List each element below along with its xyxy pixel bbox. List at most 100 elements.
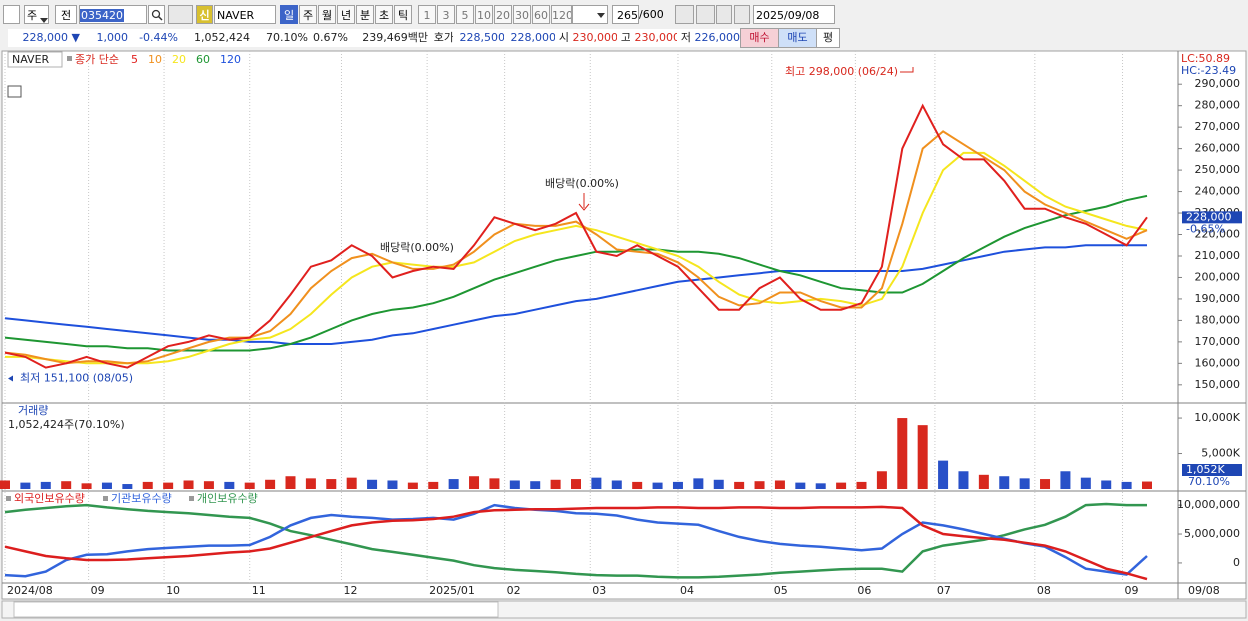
volume-bar [876,471,887,489]
legend-marker [6,496,11,501]
volume-bar [856,481,867,489]
volume-bar [285,476,296,489]
stock-name: NAVER [217,9,255,22]
dividend-arrow [578,193,590,211]
scroll-thumb[interactable] [13,601,499,618]
period-tab[interactable]: 초 [375,5,393,24]
y-tick-label: 220,000 [1195,228,1241,241]
period-tab[interactable]: 년 [337,5,355,24]
last-price-box [1182,211,1242,224]
x-tick-label: 2024/08 [7,584,53,597]
high-arrow [900,67,914,73]
y-tick-label: 0 [1233,556,1240,569]
volume-bar [367,479,378,489]
period-tab[interactable]: 분 [356,5,374,24]
menu-button[interactable] [3,5,20,24]
y-tick-label: 240,000 [1195,185,1241,198]
count-input[interactable]: 265 [612,5,639,24]
volume-bar [591,477,602,489]
interval-tab[interactable]: 5 [456,5,474,24]
low-arrow [8,375,13,382]
y-tick-label: 250,000 [1195,163,1241,176]
y-tick-label: 260,000 [1195,142,1241,155]
sound-button[interactable] [168,5,193,24]
legend-entry: 개인보유수량 [197,492,258,505]
hc-label: HC:-23.49 [1181,64,1236,77]
interval-tab[interactable]: 60 [532,5,550,24]
volume-bar [469,476,480,489]
volume-bar [836,482,847,489]
x-tick-label: 05 [774,584,788,597]
x-tick-label: 12 [343,584,357,597]
period-tab[interactable]: 월 [318,5,336,24]
volume-bar [713,479,724,489]
x-tick-label: 03 [592,584,606,597]
tool-button[interactable] [675,5,694,24]
save-button[interactable] [716,5,732,24]
info-value: -0.44% [128,29,180,47]
volume-subtitle: 1,052,424주(70.10%) [8,418,125,431]
x-end-label: 09/08 [1188,584,1220,597]
info-value: 226,000 [690,29,742,47]
volume-bar [754,481,765,489]
interval-tab[interactable]: 30 [513,5,531,24]
interval-tab[interactable]: 1 [418,5,436,24]
series-line [4,502,1147,579]
y-tick-label: 150,000 [1195,378,1241,391]
search-button[interactable] [148,5,165,24]
settings-button[interactable] [734,5,750,24]
info-value: 호가 [428,29,456,47]
volume-bar [1060,471,1071,489]
volume-bar [693,478,704,489]
volume-bar [0,480,10,489]
legend-marker [103,496,108,501]
order-button[interactable]: 매도 [778,28,817,48]
interval-dropdown[interactable] [572,5,608,24]
table-icon[interactable] [7,85,22,98]
volume-bar [81,483,92,489]
volume-bar [672,481,683,489]
y-tick-label: 190,000 [1195,292,1241,305]
code: 035420 [80,9,124,22]
series-line [5,151,1148,365]
interval-tab[interactable]: 3 [437,5,455,24]
dividend-note: 배당락(0.00%) [545,177,619,190]
name-input[interactable]: NAVER [214,5,276,24]
code-input[interactable]: 035420 [79,5,147,24]
info-value: 저 [677,29,693,47]
period-tab[interactable]: 일 [280,5,298,24]
volume-bar [489,478,500,489]
search-icon [151,9,163,21]
info-value: 228,500 [453,29,507,47]
interval-tab[interactable]: 10 [475,5,493,24]
y-tick-label: 200,000 [1195,270,1241,283]
x-tick-label: 11 [252,584,266,597]
order-button[interactable]: 평 [816,28,840,48]
volume-bar [101,482,112,489]
period-tab[interactable]: 틱 [394,5,412,24]
date-input[interactable]: 2025/09/08 [753,5,835,24]
volume-bar [1040,479,1051,489]
tool-button[interactable] [696,5,715,24]
x-tick-label: 06 [857,584,871,597]
market-select[interactable]: 전 [55,5,77,24]
market-select[interactable]: 주 [24,5,49,24]
chart: NAVER 종가 단순 LC:50.89 HC:-23.49 거래량 1,052… [0,50,1247,619]
order-button[interactable]: 매수 [740,28,779,48]
volume-bar [815,483,826,489]
volume-bar [571,479,581,489]
interval-tab[interactable]: 20 [494,5,512,24]
info-value: 1,052,424 [180,29,252,47]
volume-ratio: 70.10% [1188,475,1230,488]
info-value: 230,000 [568,29,620,47]
interval-tab[interactable]: 120 [551,5,572,24]
high-annotation: 최고 298,000 (06/24) [785,65,898,78]
volume-bar [183,480,194,489]
change-label: -0.65% [1186,222,1225,235]
chart-subtitle: 종가 단순 [75,53,119,66]
volume-bar [1121,481,1132,489]
volume-bar [530,481,541,489]
chart-title: NAVER [12,53,50,66]
info-value: 시 [555,29,571,47]
period-tab[interactable]: 주 [299,5,317,24]
